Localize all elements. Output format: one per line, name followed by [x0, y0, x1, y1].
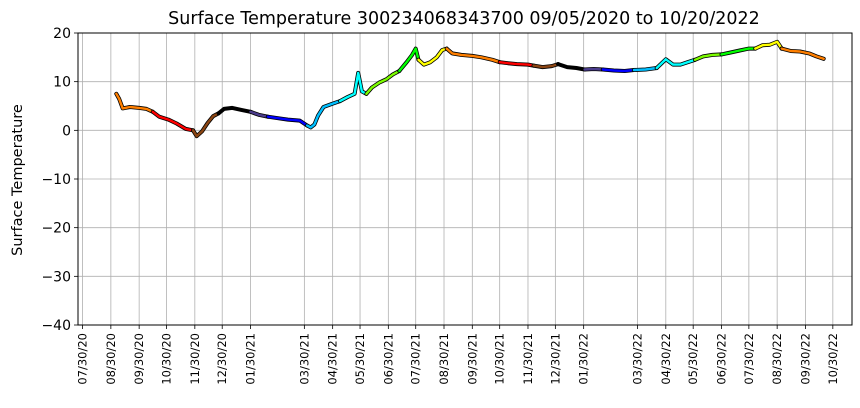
x-tick-label: 04/30/22 [659, 333, 673, 385]
series-segment [445, 47, 501, 64]
series-segment [115, 92, 154, 113]
x-tick-label: 08/30/21 [437, 333, 451, 385]
x-tick-label: 07/30/21 [409, 333, 423, 385]
x-tick-label: 05/30/21 [353, 333, 367, 385]
series-outline [338, 70, 369, 104]
y-tick-label: 0 [62, 123, 71, 139]
x-tick-label: 01/30/21 [244, 333, 258, 385]
x-tick-label: 10/30/20 [160, 333, 174, 385]
x-tick-label: 09/30/22 [798, 333, 812, 385]
series-segment [532, 62, 560, 69]
series-segment [693, 53, 723, 61]
x-tick-label: 09/30/21 [465, 333, 479, 385]
x-tick-label: 06/30/21 [381, 333, 395, 385]
y-tick-label: 10 [53, 75, 71, 91]
x-tick-label: 05/30/22 [686, 333, 700, 385]
series-segment [365, 69, 401, 95]
y-tick-label: −40 [41, 318, 71, 334]
series-segment [398, 47, 420, 73]
x-tick-label: 07/30/20 [76, 333, 90, 385]
series-segment [583, 67, 604, 71]
y-tick-label: −10 [41, 172, 71, 188]
series-segment [632, 66, 658, 72]
series-segment [338, 71, 368, 103]
series-segment [217, 106, 252, 115]
series-outline [305, 99, 342, 130]
x-tick-label: 08/30/20 [104, 333, 118, 385]
series-segment [720, 47, 757, 56]
x-tick-label: 08/30/22 [770, 333, 784, 385]
x-tick-label: 11/30/21 [521, 333, 535, 385]
series-segment [417, 47, 448, 66]
series-segment [151, 110, 195, 132]
x-tick-label: 09/30/20 [132, 333, 146, 385]
x-axis-ticks: 07/30/20 08/30/20 09/30/20 10/30/20 11/30/20… [76, 325, 840, 385]
x-tick-label: 01/30/22 [577, 333, 591, 385]
series-segment [305, 99, 342, 129]
x-tick-label: 12/30/20 [215, 333, 229, 385]
series-segment [655, 58, 697, 70]
y-tick-label: −30 [41, 269, 71, 285]
y-axis-label: Surface Temperature [10, 104, 26, 256]
y-tick-label: −20 [41, 221, 71, 237]
x-tick-label: 12/30/21 [548, 333, 562, 385]
x-tick-label: 03/30/22 [631, 333, 645, 385]
series-segment [498, 61, 535, 67]
series-segment [556, 62, 586, 71]
series-segment [780, 47, 825, 60]
series-segment [754, 40, 783, 50]
x-tick-label: 04/30/21 [326, 333, 340, 385]
x-tick-label: 11/30/20 [188, 333, 202, 385]
x-tick-label: 10/30/22 [826, 333, 840, 385]
x-tick-label: 06/30/22 [714, 333, 728, 385]
temperature-series [114, 39, 826, 139]
x-tick-label: 10/30/21 [493, 333, 507, 385]
series-segment [266, 115, 309, 127]
y-tick-label: 20 [53, 26, 71, 42]
chart-title: Surface Temperature 300234068343700 09/0… [168, 9, 760, 29]
series-segment [191, 112, 220, 138]
grid-lines [78, 32, 852, 326]
x-tick-label: 03/30/21 [297, 333, 311, 385]
y-axis-ticks: 20 10 0 −10 −20 −30 −40 [41, 26, 78, 334]
x-tick-label: 07/30/22 [742, 333, 756, 385]
series-segment [249, 110, 269, 118]
series-segment [601, 68, 636, 73]
